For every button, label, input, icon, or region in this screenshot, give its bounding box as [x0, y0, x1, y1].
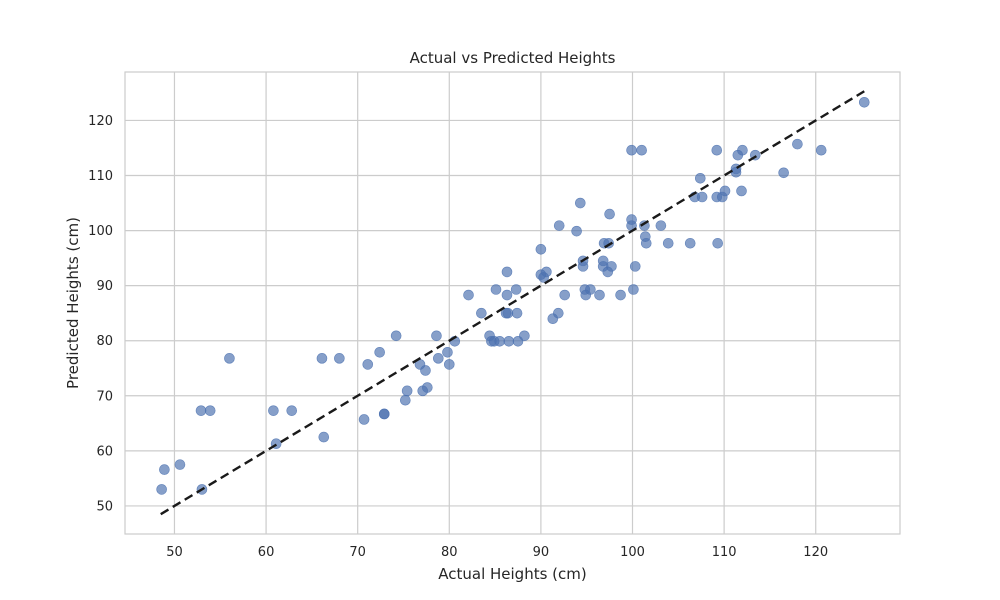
- scatter-point: [268, 405, 279, 416]
- scatter-point: [501, 289, 513, 301]
- scatter-point: [541, 266, 552, 278]
- scatter-point: [174, 459, 186, 470]
- scatter-points: [156, 96, 870, 495]
- scatter-point: [286, 405, 298, 416]
- scatter-point: [443, 359, 455, 370]
- scatter-point: [422, 382, 433, 393]
- scatter-point: [378, 408, 390, 420]
- scatter-point: [655, 220, 667, 231]
- scatter-point: [442, 346, 453, 358]
- scatter-point: [511, 307, 523, 319]
- scatter-point: [432, 353, 444, 364]
- x-tick-label: 60: [258, 545, 275, 560]
- y-tick-label: 100: [88, 224, 113, 239]
- scatter-point: [585, 284, 596, 295]
- y-axis-title: Predicted Heights (cm): [64, 217, 82, 389]
- scatter-point: [737, 144, 748, 156]
- x-tick-label: 80: [441, 545, 458, 560]
- scatter-point: [778, 167, 789, 179]
- scatter-point: [858, 96, 870, 108]
- scatter-point: [559, 289, 571, 301]
- scatter-point: [696, 191, 708, 203]
- scatter-point: [719, 185, 731, 197]
- scatter-point: [736, 185, 747, 197]
- scatter-point: [431, 330, 442, 342]
- scatter-point: [490, 284, 502, 295]
- scatter-point: [334, 353, 345, 364]
- x-tick-label: 70: [349, 545, 366, 560]
- scatter-point: [615, 289, 626, 301]
- scatter-point: [156, 484, 167, 495]
- plot-frame: [124, 71, 901, 535]
- scatter-point: [553, 220, 565, 231]
- scatter-point: [204, 405, 216, 416]
- scatter-point: [636, 144, 647, 156]
- scatter-point: [224, 353, 235, 364]
- scatter-point: [401, 385, 413, 397]
- reference-line: [160, 90, 865, 516]
- scatter-point: [374, 346, 385, 358]
- scatter-point: [792, 138, 803, 150]
- x-axis-title: Actual Heights (cm): [438, 565, 587, 583]
- scatter-point: [628, 284, 639, 295]
- scatter-point: [711, 144, 723, 156]
- scatter-point: [159, 464, 170, 475]
- scatter-point: [502, 307, 514, 319]
- scatter-point: [712, 237, 724, 249]
- y-tick-label: 80: [96, 334, 113, 349]
- scatter-point: [571, 225, 582, 237]
- scatter-point: [626, 214, 637, 225]
- y-tick-label: 60: [96, 444, 113, 459]
- scatter-point: [318, 431, 330, 443]
- scatter-point: [358, 414, 370, 425]
- scatter-point: [420, 365, 431, 376]
- scatter-point: [553, 307, 564, 319]
- scatter-point: [694, 172, 706, 184]
- y-tick-label: 110: [88, 169, 113, 184]
- scatter-point: [519, 330, 530, 342]
- y-tick-label: 50: [96, 499, 113, 514]
- scatter-point: [362, 359, 374, 370]
- scatter-point: [510, 284, 522, 295]
- scatter-point: [662, 237, 674, 249]
- scatter-point: [494, 335, 505, 347]
- scatter-point: [604, 208, 615, 220]
- y-tick-label: 90: [96, 279, 113, 294]
- scatter-point: [684, 237, 696, 249]
- x-tick-label: 120: [803, 545, 828, 560]
- scatter-point: [594, 289, 605, 301]
- scatter-point: [640, 237, 652, 249]
- x-tick-label: 90: [533, 545, 550, 560]
- x-tick-label: 110: [712, 545, 737, 560]
- scatter-point: [195, 405, 207, 416]
- scatter-point: [400, 394, 411, 406]
- scatter-point: [597, 255, 609, 267]
- scatter-point: [629, 261, 641, 272]
- scatter-point: [503, 335, 515, 347]
- y-tick-label: 120: [88, 114, 113, 129]
- scatter-point: [626, 144, 637, 156]
- scatter-point: [476, 307, 487, 319]
- scatter-point: [815, 144, 827, 156]
- scatter-point: [390, 330, 402, 342]
- scatter-point: [463, 289, 474, 301]
- y-tick-labels: 50 60 70 80 90 100 110 120: [88, 114, 113, 514]
- y-tick-label: 70: [96, 389, 113, 404]
- scatter-point: [535, 244, 547, 255]
- scatter-point: [316, 353, 328, 364]
- scatter-point: [574, 197, 586, 209]
- scatter-point: [501, 266, 513, 278]
- x-tick-label: 50: [166, 545, 183, 560]
- chart-title: Actual vs Predicted Heights: [410, 49, 616, 67]
- scatter-point: [606, 261, 617, 272]
- x-tick-label: 100: [620, 545, 645, 560]
- x-tick-labels: 50 60 70 80 90 100 110 120: [166, 545, 828, 560]
